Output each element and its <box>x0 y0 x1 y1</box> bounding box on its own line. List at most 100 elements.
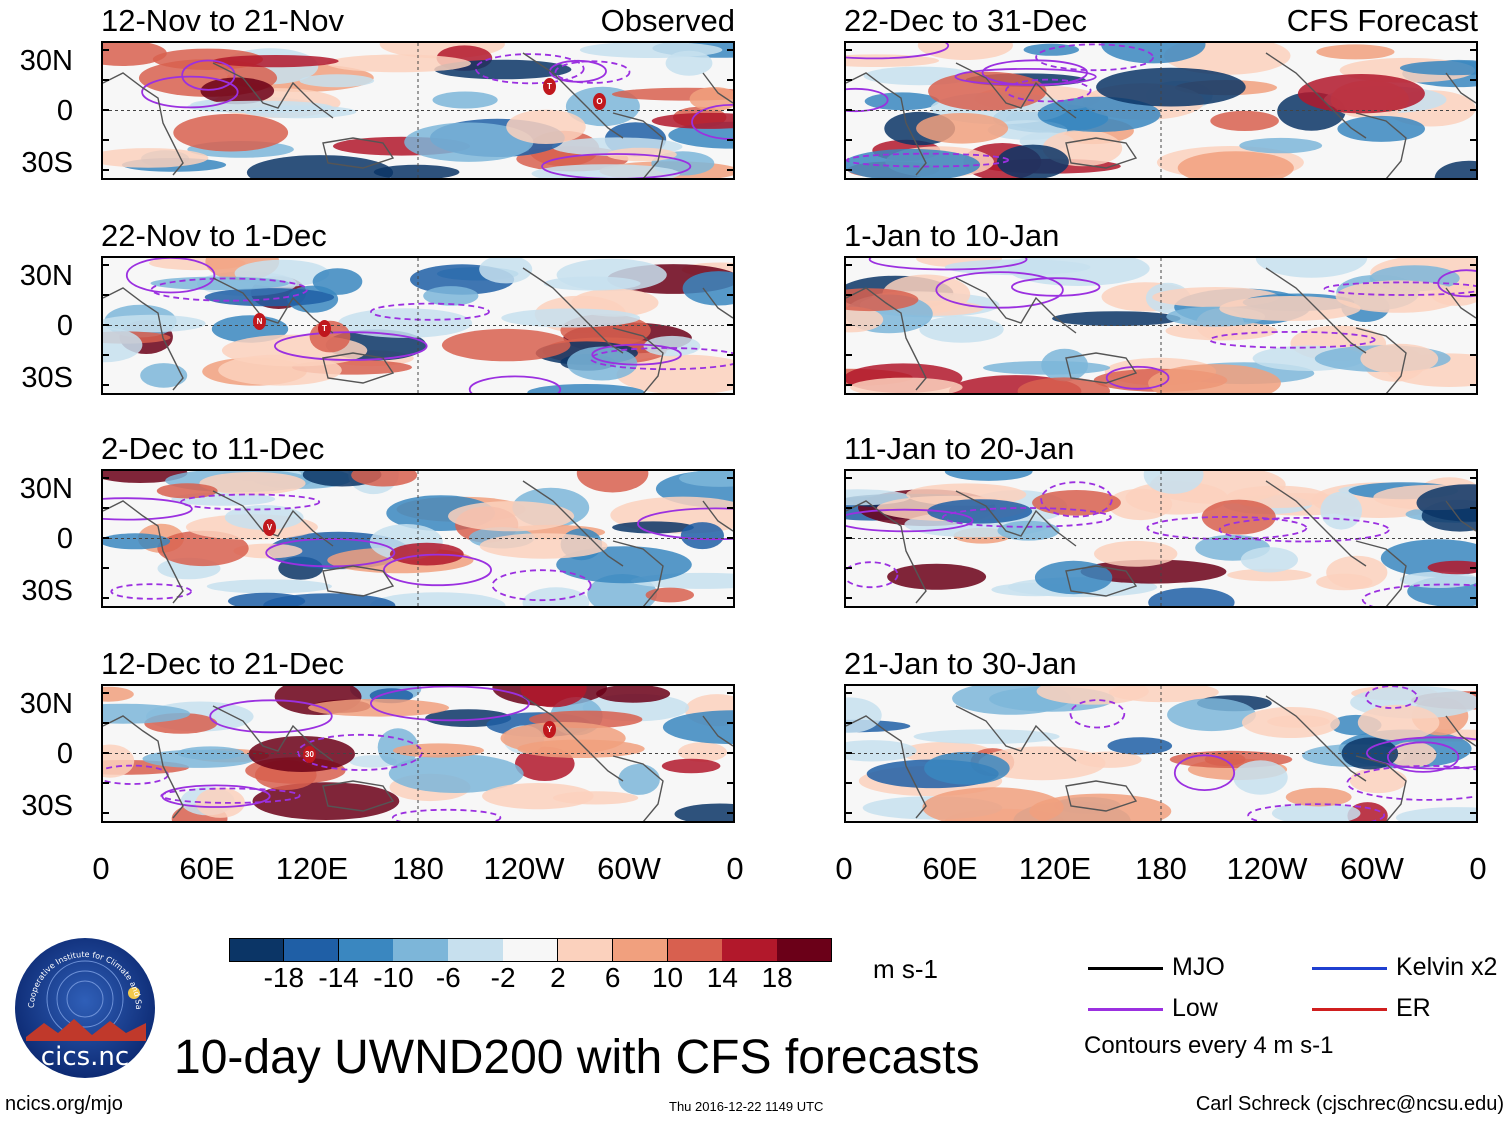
axis-tick <box>844 537 852 539</box>
lon-tick-label: 60W <box>1340 851 1404 886</box>
coastline <box>522 695 624 782</box>
axis-tick <box>1470 507 1478 509</box>
panel-title: 21-Jan to 30-Jan <box>844 646 1077 681</box>
legend-label: MJO <box>1172 953 1225 981</box>
legend-line-mjo <box>1088 967 1163 970</box>
axis-tick <box>844 722 852 724</box>
coastline <box>103 715 184 819</box>
coastline <box>212 490 334 547</box>
coastline <box>103 500 184 604</box>
axis-tick <box>727 324 735 326</box>
legend-label: Kelvin x2 <box>1396 953 1498 981</box>
lon-tick-label: 60E <box>922 851 978 886</box>
contour-note: Contours every 4 m s-1 <box>1084 1032 1334 1059</box>
lat-tick-label: 0 <box>56 738 73 770</box>
map-panel-6 <box>844 256 1478 395</box>
coastline <box>1265 52 1367 139</box>
colorbar-swatch <box>667 938 723 962</box>
timestamp: Thu 2016-12-22 1149 UTC <box>669 1099 824 1114</box>
axis-tick <box>727 722 735 724</box>
colorbar-swatch <box>612 938 669 962</box>
axis-tick <box>727 264 735 266</box>
coastline <box>1355 755 1407 821</box>
coastline <box>1445 287 1476 319</box>
coastline <box>522 267 624 354</box>
lat-tick-label: 0 <box>56 523 73 555</box>
legend-label: Low <box>1172 994 1218 1022</box>
axis-tick <box>101 477 109 479</box>
axis-tick <box>727 567 735 569</box>
coastline <box>1265 480 1367 567</box>
coastline <box>322 565 395 597</box>
author-credit: Carl Schreck (cjschrec@ncsu.edu) <box>1195 1093 1504 1115</box>
axis-tick <box>101 354 109 356</box>
axis-tick <box>101 567 109 569</box>
axis-tick <box>1470 477 1478 479</box>
lat-tick-label: 30S <box>21 147 73 179</box>
coastline <box>212 277 334 334</box>
colorbar-tick-label: 10 <box>651 962 684 993</box>
axis-tick <box>727 812 735 814</box>
lon-tick-label: 120E <box>275 851 349 886</box>
coastline <box>846 715 927 819</box>
axis-tick <box>1470 722 1478 724</box>
axis-tick <box>727 294 735 296</box>
colorbar-swatch <box>393 938 449 962</box>
axis-tick <box>727 169 735 171</box>
coastline <box>702 715 733 747</box>
coastline <box>955 62 1077 119</box>
colorbar-tick-label: -18 <box>263 962 305 993</box>
lat-tick-label: 30N <box>19 45 73 77</box>
axis-tick <box>101 79 109 81</box>
units-label: m s-1 <box>873 954 938 984</box>
colorbar-swatch <box>503 938 559 962</box>
axis-tick <box>727 477 735 479</box>
axis-tick <box>101 49 109 51</box>
panel-title: 2-Dec to 11-Dec <box>101 431 325 466</box>
colorbar-swatch <box>338 938 394 962</box>
main-title: 10-day UWND200 with CFS forecasts <box>174 1031 980 1084</box>
coastline <box>1065 137 1138 169</box>
axis-tick <box>727 139 735 141</box>
axis-tick <box>101 537 109 539</box>
site-link[interactable]: ncics.org/mjo <box>5 1093 123 1115</box>
axis-tick <box>844 477 852 479</box>
axis-tick <box>101 722 109 724</box>
coastline <box>1265 267 1367 354</box>
map-panel-7 <box>844 469 1478 608</box>
axis-tick <box>101 507 109 509</box>
axis-tick <box>1470 109 1478 111</box>
axis-tick <box>1470 49 1478 51</box>
axis-tick <box>101 294 109 296</box>
map-panel-5 <box>844 41 1478 180</box>
lat-tick-label: 30S <box>21 790 73 822</box>
axis-tick <box>844 567 852 569</box>
lat-tick-label: 30N <box>19 473 73 505</box>
lon-tick-label: 0 <box>92 851 110 886</box>
lat-tick-label: 0 <box>56 95 73 127</box>
panel-source-label: CFS Forecast <box>1286 3 1478 38</box>
axis-tick <box>844 109 852 111</box>
axis-tick <box>844 139 852 141</box>
coastline <box>1445 72 1476 104</box>
lon-tick-label: 0 <box>1469 851 1487 886</box>
axis-tick <box>844 692 852 694</box>
lon-tick-label: 120E <box>1018 851 1092 886</box>
axis-tick <box>1470 384 1478 386</box>
coastline <box>103 287 184 391</box>
coastline <box>322 352 395 384</box>
axis-tick <box>1470 537 1478 539</box>
storm-marker: O <box>593 93 606 110</box>
axis-tick <box>844 782 852 784</box>
panel-title: 12-Nov to 21-Nov <box>101 3 344 38</box>
axis-tick <box>727 752 735 754</box>
lon-tick-label: 60E <box>179 851 235 886</box>
coastline <box>322 137 395 169</box>
lon-tick-label: 60W <box>597 851 661 886</box>
colorbar-tick-label: -10 <box>373 962 414 993</box>
coastline <box>1355 112 1407 178</box>
axis-tick <box>844 264 852 266</box>
axis-tick <box>727 109 735 111</box>
coastline <box>955 277 1077 334</box>
